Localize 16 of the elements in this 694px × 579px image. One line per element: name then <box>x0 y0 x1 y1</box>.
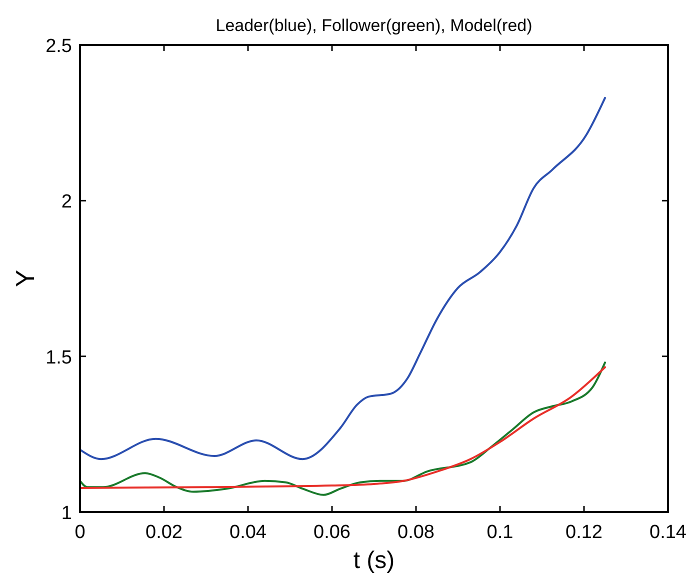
x-tick-label: 0.14 <box>650 522 687 543</box>
x-tick-label: 0.12 <box>566 522 602 543</box>
x-tick-label: 0.06 <box>314 522 350 543</box>
y-tick-label: 1 <box>61 503 72 524</box>
line-series <box>80 96 606 460</box>
x-tick-label: 0.04 <box>230 522 267 543</box>
y-tick-label: 2.5 <box>46 36 72 57</box>
x-tick-label: 0.08 <box>398 522 434 543</box>
x-axis-title: t (s) <box>353 547 395 574</box>
y-tick-label: 1.5 <box>46 347 72 368</box>
y-tick-label: 2 <box>61 192 72 213</box>
chart-title: Leader(blue), Follower(green), Model(red) <box>216 16 532 35</box>
x-tick-label: 0.02 <box>146 522 182 543</box>
x-tick-label: 0 <box>74 522 86 543</box>
x-tick-label: 0.1 <box>486 522 514 543</box>
y-axis-title: Y <box>10 270 40 288</box>
